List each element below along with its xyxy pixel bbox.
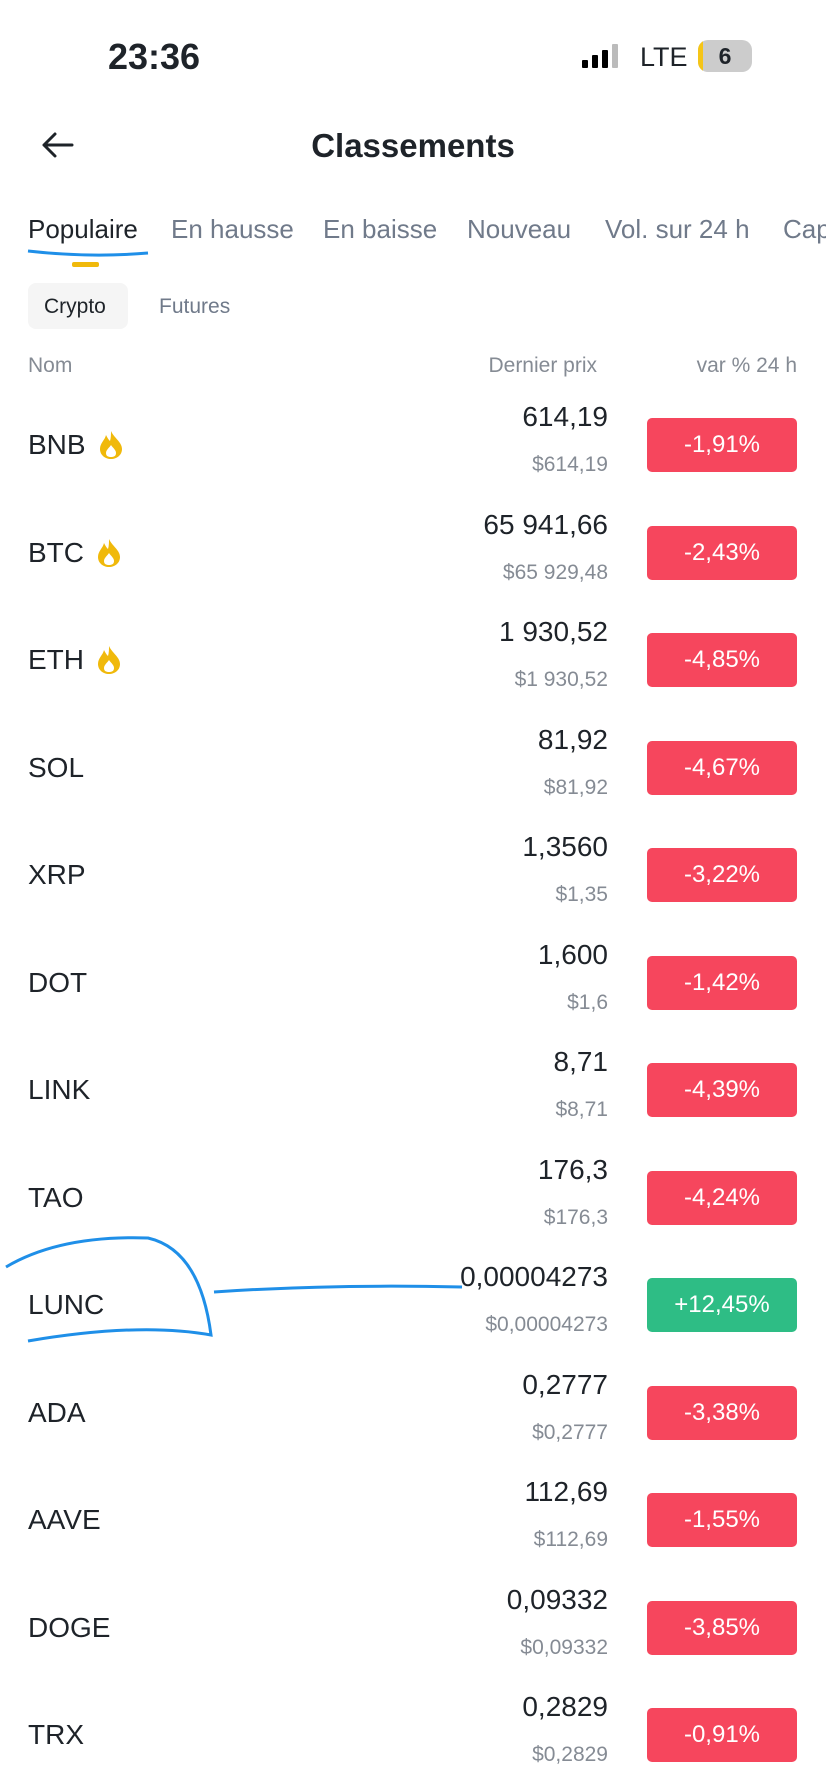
price-usd: $614,19 [532,453,608,476]
change-badge: -4,85% [647,633,797,687]
coin-name: DOGE [28,1611,111,1643]
price-usd: $1,35 [555,883,608,906]
hot-icon [98,646,120,674]
coin-name: TAO [28,1181,84,1213]
tab[interactable]: En baisse [323,214,438,244]
column-header: var % 24 h [696,354,797,377]
subtab[interactable]: Futures [159,295,231,318]
price: 0,00004273 [460,1261,608,1292]
page-title: Classements [311,127,515,164]
change-badge: -4,67% [647,740,797,795]
coin-name: TRX [28,1719,84,1750]
change-badge: -3,38% [647,1385,797,1440]
tab[interactable]: Populaire [28,214,138,244]
change-badge: -2,43% [647,525,797,580]
price: 176,3 [537,1153,608,1185]
coin-name: ADA [28,1396,86,1428]
coin-name: AAVE [28,1504,101,1535]
price: 112,69 [524,1476,608,1507]
battery-level [698,40,703,72]
coin-name: LINK [28,1074,91,1105]
price-usd: $176,3 [543,1205,608,1229]
price: 0,2777 [522,1368,608,1400]
price: 81,92 [537,723,608,755]
tab[interactable]: Vol. sur 24 h [605,214,750,244]
price-usd: $81,92 [543,775,608,799]
price: 0,2829 [522,1691,608,1722]
price: 65 941,66 [483,508,608,540]
tab[interactable]: En hausse [171,214,294,244]
change-badge: -3,85% [647,1600,797,1655]
coin-name: XRP [28,859,86,890]
battery: 6 [698,40,752,72]
column-header: Dernier prix [488,354,597,377]
coin-name: SOL [28,751,85,783]
price: 1,3560 [522,831,608,862]
price: 8,71 [553,1046,609,1077]
change-badge: +12,45% [647,1278,797,1332]
tab-indicator [72,262,99,267]
subtab[interactable]: Crypto [44,295,106,318]
tab[interactable]: Cap [783,214,826,244]
tab[interactable]: Nouveau [467,214,572,244]
coin-name: DOT [28,966,88,998]
coin-name: BNB [28,429,86,460]
price-usd: $0,2777 [532,1420,608,1444]
change-badge: -4,24% [647,1170,797,1225]
signal-icon [582,44,618,68]
price: 1 930,52 [499,616,608,647]
price-usd: $8,71 [555,1098,608,1121]
status-time: 23:36 [108,36,201,77]
change-badge: -1,55% [647,1493,797,1547]
column-header: Nom [28,354,73,377]
coin-name: BTC [28,536,84,568]
change-badge: -4,39% [647,1063,797,1117]
price-usd: $65 929,48 [502,560,608,584]
change-badge: -1,42% [647,955,797,1010]
price: 0,09332 [506,1583,608,1615]
battery-text: 6 [718,43,732,69]
coin-name: ETH [28,644,84,675]
coin-name: LUNC [28,1289,105,1320]
price: 614,19 [522,401,608,432]
price: 1,600 [537,938,608,970]
price-usd: $1 930,52 [514,668,608,691]
price-usd: $0,00004273 [485,1313,608,1336]
change-badge: -3,22% [647,848,797,902]
back-button[interactable] [40,130,74,160]
price-usd: $1,6 [567,990,608,1014]
price-usd: $0,09332 [520,1635,608,1659]
price-usd: $112,69 [533,1528,608,1551]
hot-icon [98,538,120,567]
subtab-bg [28,283,128,329]
change-badge: -1,91% [647,418,797,472]
price-usd: $0,2829 [532,1743,608,1766]
hot-icon [99,431,122,459]
change-badge: -0,91% [647,1708,797,1762]
status-network: LTE [640,42,688,72]
